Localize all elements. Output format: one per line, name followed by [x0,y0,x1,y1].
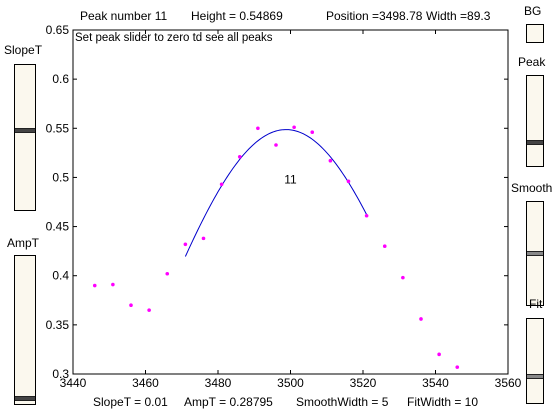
amplitude-threshold-slider-thumb[interactable] [15,396,35,401]
x-tick-label: 3480 [205,376,232,390]
x-tick-label: 3460 [132,376,159,390]
y-tick-label: 0.65 [46,23,70,37]
bg-button[interactable] [526,24,544,43]
amplitude-threshold-slider[interactable] [14,255,36,405]
axis-ticks [72,29,509,375]
plot-axes-box [72,29,509,375]
y-tick-label: 0.5 [52,170,69,184]
data-point [237,154,242,159]
slope-threshold-slider-thumb[interactable] [15,128,35,133]
data-point [183,242,188,247]
data-point [201,236,206,241]
y-tick-label: 0.35 [46,318,70,332]
y-tick-label: 0.6 [52,72,69,86]
data-points [92,125,460,369]
y-tick-label: 0.45 [46,220,70,234]
data-point [165,271,170,276]
x-tick-label: 3560 [495,376,522,390]
x-tick-label: 3520 [350,376,377,390]
data-point [219,182,224,187]
data-point [382,244,387,249]
data-point [274,143,278,147]
y-tick-label: 0.4 [52,269,69,283]
fit-label: Fit [529,297,543,311]
position-readout: Position =3498.78 [326,9,423,23]
y-tick-label: 0.55 [46,121,70,135]
data-point [455,365,460,369]
data-point [129,303,133,308]
instruction-note: Set peak slider to zero td see all peaks [75,32,273,44]
peak-slider[interactable] [526,75,544,167]
y-tick-label: 0.3 [52,367,69,381]
y-axis-tick-labels: 0.3 0.35 0.4 0.45 0.5 0.55 0.6 0.65 [46,23,70,381]
fit-slider-thumb[interactable] [527,374,543,379]
data-point [111,282,115,287]
data-point [437,352,441,357]
x-tick-label: 3500 [277,376,304,390]
slope-threshold-readout: SlopeT = 0.01 [93,395,168,409]
smooth-slider[interactable] [526,201,544,306]
width-readout: Width =89.3 [426,9,491,23]
data-point [310,130,315,135]
peak-number-annotation: 11 [284,172,297,186]
smooth-slider-thumb[interactable] [527,251,543,256]
data-point [328,158,333,163]
data-point [147,308,151,312]
slope-threshold-label: SlopeT [4,43,43,57]
smooth-width-readout: SmoothWidth = 5 [296,395,389,409]
fit-slider[interactable] [526,318,544,404]
fit-curve-line [184,129,368,257]
data-point [364,213,369,218]
data-point [92,283,97,288]
smooth-label: Smooth [511,181,553,195]
peak-slider-thumb[interactable] [527,140,543,145]
x-tick-label: 3540 [422,376,449,390]
x-axis-tick-labels: 3440 3460 3480 3500 3520 3540 3560 [60,376,522,390]
fit-width-readout: FitWidth = 10 [407,395,479,409]
amplitude-threshold-readout: AmpT = 0.28795 [184,395,273,409]
data-point [401,275,405,280]
amplitude-threshold-label: AmpT [7,236,40,250]
x-tick-label: 3440 [60,376,87,390]
peak-number-readout: Peak number 11 [80,9,168,23]
height-readout: Height = 0.54869 [191,9,283,23]
peak-label: Peak [518,55,546,69]
data-point [346,179,351,184]
data-point [256,126,260,131]
slope-threshold-slider[interactable] [14,64,36,211]
data-point [292,125,296,130]
data-point [419,317,423,321]
bg-label: BG [524,4,542,18]
